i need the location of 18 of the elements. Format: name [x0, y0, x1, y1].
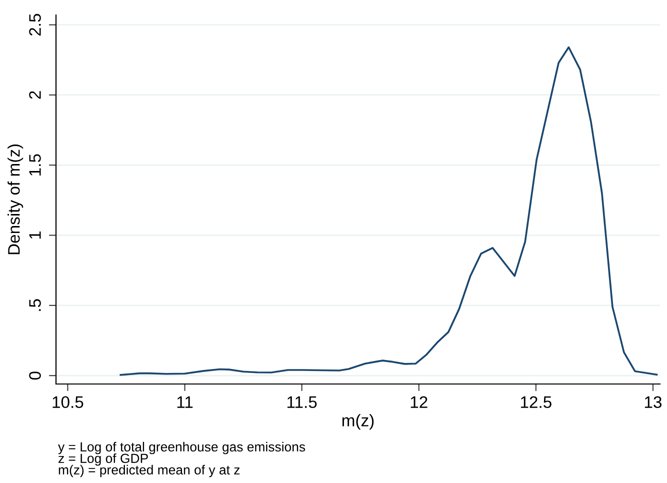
x-tick-label: 10.5 [52, 396, 84, 408]
line-series [120, 46, 658, 376]
y-tick-label: 2.5 [29, 14, 41, 36]
y-tick-label: 1 [29, 231, 41, 239]
y-tick-label: 0 [29, 372, 41, 380]
y-tick-label: 1.5 [29, 154, 41, 176]
y-tick-label: .5 [29, 299, 41, 311]
x-tick-label: 12 [410, 396, 428, 408]
text: z = Log of GDP [58, 453, 148, 466]
x-tick-label: 11 [177, 396, 193, 408]
x-tick-label: 13 [644, 396, 662, 408]
x-tick-label: 12.5 [520, 396, 552, 408]
x-tick-label: 11.5 [287, 396, 317, 408]
text: y = Log of total greenhouse gas emissions [58, 442, 306, 454]
y-tick-label: 2 [29, 91, 41, 99]
y-axis-title: Density of m(z) [8, 144, 24, 254]
text: m(z) = predicted mean of y at z [58, 464, 240, 478]
x-axis-title: m(z) [342, 414, 374, 430]
